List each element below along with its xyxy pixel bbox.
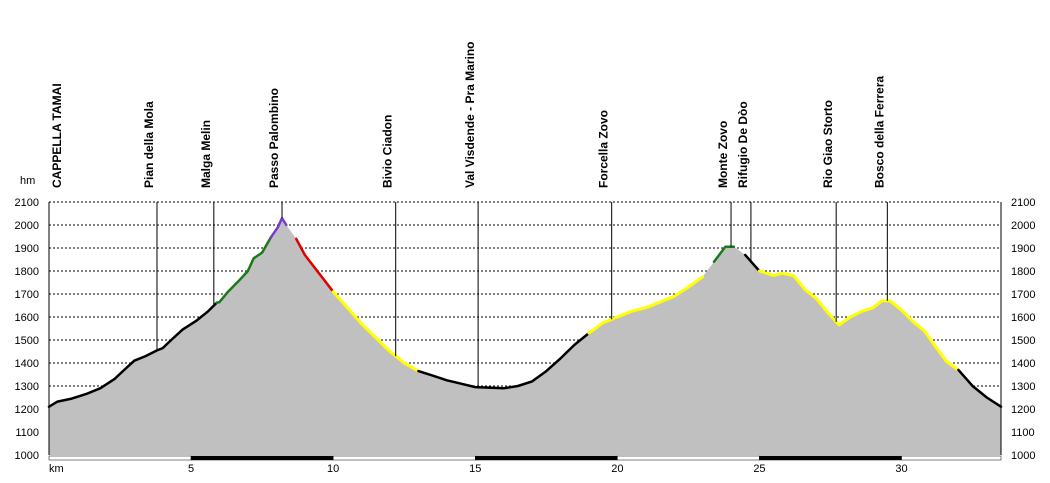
y-axis-label: hm (20, 175, 35, 187)
waypoint-label: CAPPELLA TAMAI (50, 83, 64, 188)
y-tick-label-left: 2000 (15, 220, 39, 232)
profile-fill (49, 218, 1001, 455)
x-axis-block (475, 455, 618, 461)
y-tick-label-left: 2100 (15, 197, 39, 209)
profile-segment-black (957, 368, 1003, 408)
profile-segment-yellow (587, 275, 705, 335)
x-axis-block (759, 455, 902, 461)
waypoint-label: Rio Giao Storto (821, 100, 835, 188)
x-tick-label: 15 (469, 463, 481, 475)
x-tick-label: 20 (611, 463, 623, 475)
y-tick-label-left: 1000 (15, 450, 39, 462)
profile-segment-black (47, 301, 218, 408)
x-tick-label: 25 (753, 463, 765, 475)
y-tick-label-left: 1600 (15, 312, 39, 324)
profile-segment-green (215, 236, 272, 304)
waypoint-label: Bivio Ciadon (381, 115, 395, 188)
waypoint-label: Monte Zovo (716, 121, 730, 188)
x-axis-block (332, 455, 476, 461)
y-tick-label-right: 2000 (1011, 220, 1035, 232)
y-tick-label-right: 1600 (1011, 312, 1035, 324)
profile-segment-black (417, 331, 591, 390)
profile-segment-red (294, 237, 335, 293)
y-tick-label-left: 1300 (15, 381, 39, 393)
y-tick-label-right: 1300 (1011, 381, 1035, 393)
x-axis-block (190, 455, 334, 461)
waypoint-label: Pian della Mola (142, 101, 156, 188)
y-tick-label-left: 1200 (15, 404, 39, 416)
profile-segment-yellow (331, 290, 420, 373)
y-tick-label-right: 2100 (1011, 197, 1035, 209)
y-tick-label-right: 1500 (1011, 335, 1035, 347)
y-tick-label-right: 1900 (1011, 243, 1035, 255)
y-tick-label-left: 1800 (15, 266, 39, 278)
y-tick-label-left: 1700 (15, 289, 39, 301)
x-tick-label: 30 (895, 463, 907, 475)
waypoint-label: Passo Palombino (267, 88, 281, 188)
y-tick-label-right: 1400 (1011, 358, 1035, 370)
y-tick-label-left: 1400 (15, 358, 39, 370)
profile-segment-yellow (757, 269, 960, 372)
x-axis-block (617, 455, 760, 461)
y-tick-label-right: 1700 (1011, 289, 1035, 301)
waypoint-label: Malga Melin (199, 120, 213, 188)
x-axis-block (901, 455, 1002, 461)
profile-area (49, 218, 1001, 455)
axes: 1000 1000 1100 1100 1200 1200 1300 1300 1400 1400… (15, 197, 1036, 475)
profile-segment-black (743, 253, 761, 273)
y-tick-label-left: 1900 (15, 243, 39, 255)
waypoint-label: Val Visdende - Pra Marino (463, 41, 477, 188)
y-tick-label-right: 1200 (1011, 404, 1035, 416)
x-tick-label: 10 (327, 463, 339, 475)
profile-segment-purple (269, 216, 288, 239)
y-tick-label-left: 1500 (15, 335, 39, 347)
waypoints: CAPPELLA TAMAI Pian della Mola Malga Melin… (50, 41, 888, 388)
waypoint-label: Rifugio De Dòo (736, 101, 750, 188)
y-tick-label-right: 1000 (1011, 450, 1035, 462)
x-tick-label: 5 (188, 463, 194, 475)
y-tick-label-right: 1100 (1011, 427, 1035, 439)
waypoint-label: Forcella Zovo (597, 110, 611, 188)
x-axis-block (48, 455, 192, 461)
y-tick-label-right: 1800 (1011, 266, 1035, 278)
y-tick-label-left: 1100 (15, 427, 39, 439)
x-axis-label: km (49, 463, 64, 475)
profile-segments (47, 216, 1003, 408)
waypoint-label: Bosco della Ferrera (872, 76, 886, 188)
